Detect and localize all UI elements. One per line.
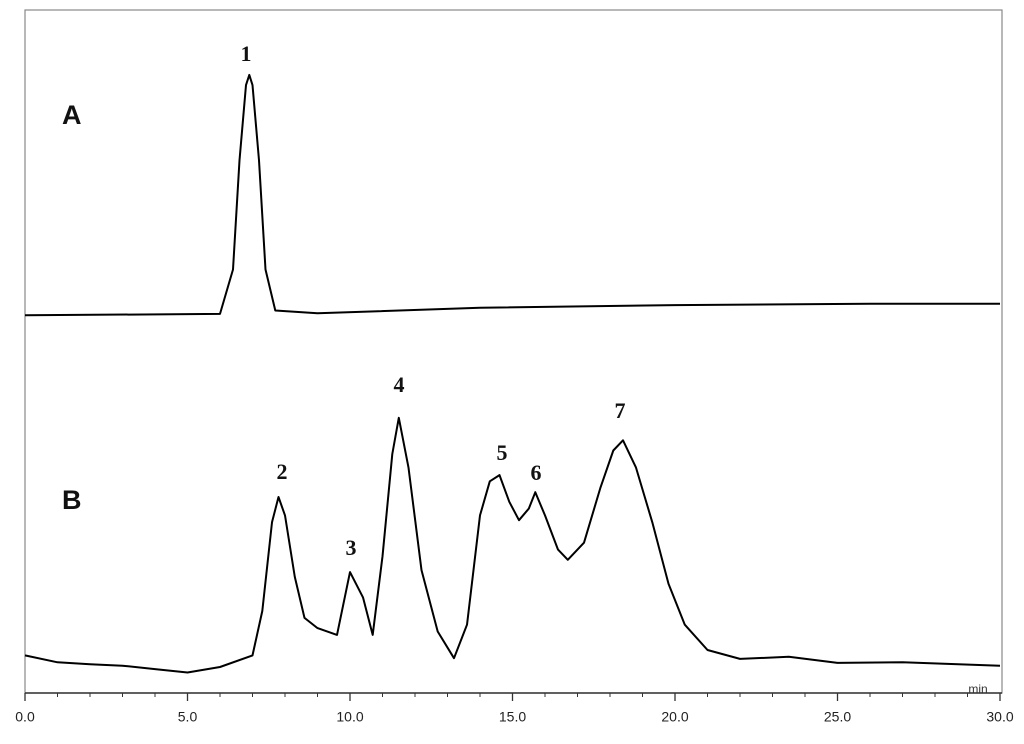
x-tick-label: 15.0 (499, 709, 526, 725)
x-tick-label: 25.0 (824, 709, 851, 725)
x-tick-label: 10.0 (336, 709, 363, 725)
peak-label: 4 (394, 372, 405, 397)
trace-name: A (62, 100, 82, 130)
peak-label: 1 (241, 41, 252, 66)
x-tick-label: 0.0 (15, 709, 35, 725)
peak-label: 7 (615, 398, 626, 423)
x-tick-label: 20.0 (661, 709, 688, 725)
trace-line (24, 73, 1000, 317)
peak-label: 5 (497, 440, 508, 465)
x-axis-label: min (968, 682, 987, 696)
peak-label: 3 (346, 535, 357, 560)
peak-label: 6 (531, 460, 542, 485)
x-tick-label: 5.0 (178, 709, 198, 725)
trace-line (24, 416, 1001, 674)
x-tick-label: 30.0 (986, 709, 1013, 725)
plot-frame (24, 9, 1003, 694)
peak-label: 2 (277, 459, 288, 484)
trace-name: B (62, 485, 82, 515)
